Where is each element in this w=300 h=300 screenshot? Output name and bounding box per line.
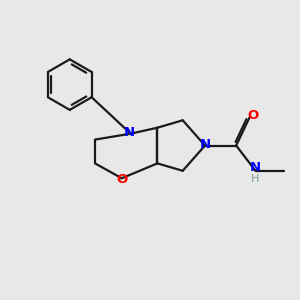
Text: N: N <box>124 126 135 139</box>
Text: O: O <box>116 173 128 186</box>
Text: N: N <box>250 161 261 174</box>
Text: O: O <box>247 109 258 122</box>
Text: H: H <box>251 174 260 184</box>
Text: N: N <box>200 138 211 151</box>
